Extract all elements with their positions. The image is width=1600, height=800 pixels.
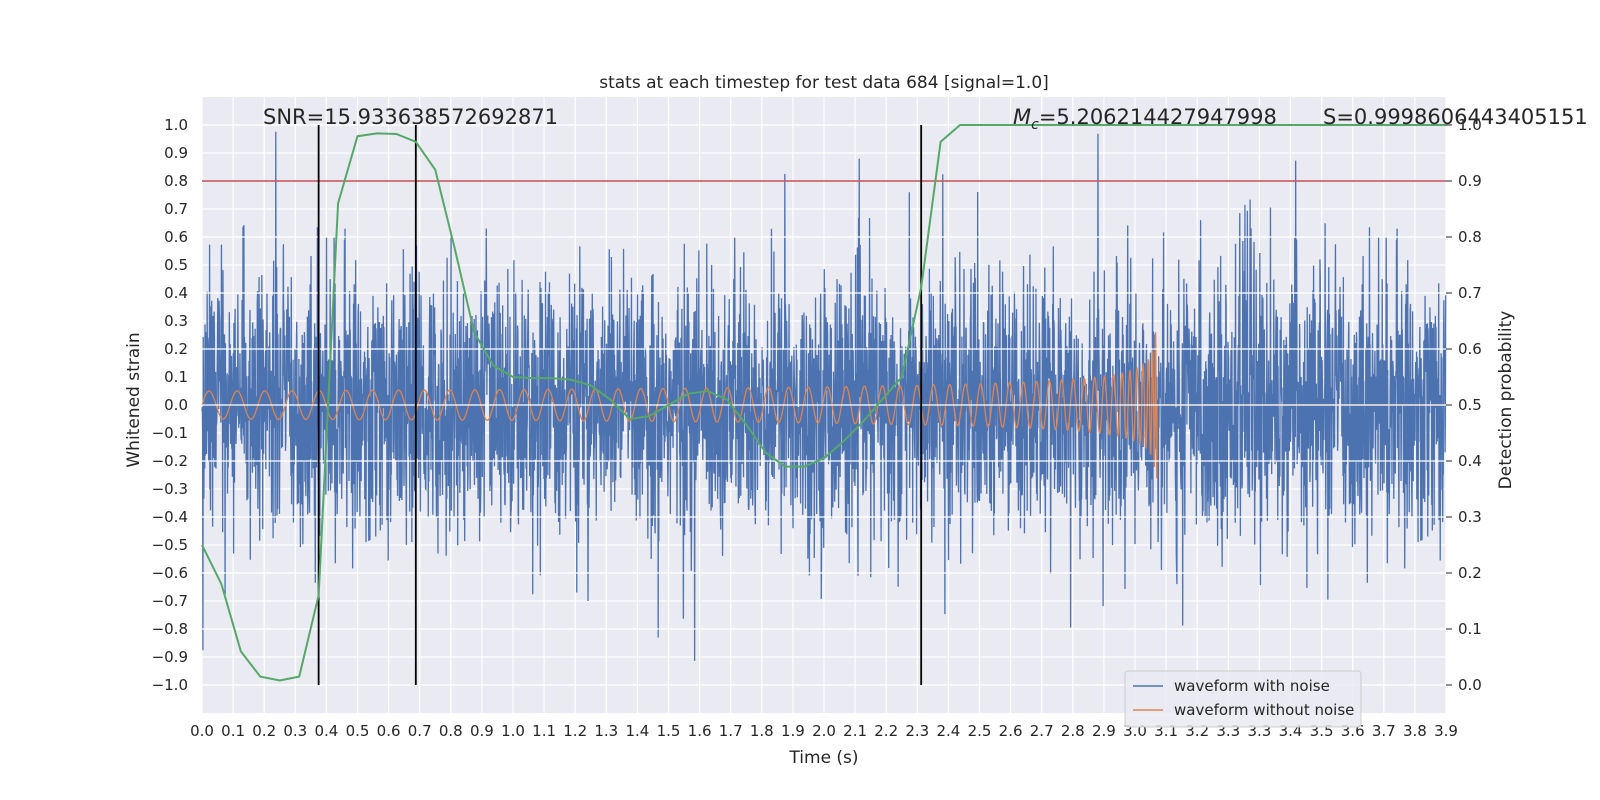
x-tick-label: 2.0 [812,722,836,740]
x-tick-label: 0.2 [252,722,276,740]
x-tick-label: 3.9 [1434,722,1458,740]
x-tick-label: 2.9 [1092,722,1116,740]
x-tick-label: 1.8 [750,722,774,740]
y-tick-label: 0.1 [164,368,188,386]
x-axis-label: Time (s) [788,748,858,768]
x-tick-label: 0.4 [314,722,338,740]
right-axis-label: Detection probability [1496,311,1516,490]
x-tick-label: 2.5 [968,722,992,740]
y-tick-label: 0.9 [164,144,188,162]
legend: waveform with noise waveform without noi… [1124,670,1362,728]
right-tick-label: 1.0 [1458,116,1482,134]
x-tick-label: 1.7 [719,722,743,740]
y-tick-label: −0.5 [152,536,188,554]
x-tick-label: 1.2 [563,722,587,740]
y-tick-label: 0.3 [164,312,188,330]
x-tick-label: 0.5 [346,722,370,740]
x-tick-label: 1.9 [781,722,805,740]
x-tick-label: 1.3 [594,722,618,740]
right-tick-label: 0.2 [1458,564,1482,582]
right-tick-label: 0.9 [1458,172,1482,190]
x-tick-label: 0.8 [439,722,463,740]
x-tick-label: 2.2 [874,722,898,740]
legend-entry-clean: waveform without noise [1174,701,1354,719]
right-tick-label: 0.3 [1458,508,1482,526]
y-tick-label: −0.7 [152,592,188,610]
legend-frame [1124,670,1362,728]
x-tick-label: 0.6 [377,722,401,740]
y-axis-ticks: 1.0 0.9 0.8 0.7 0.6 0.5 0.4 0.3 0.2 0.1 0.0 −0.1 −0.… [152,116,188,694]
y-axis-label: Whitened strain [124,332,144,467]
right-tick-label: 0.8 [1458,228,1482,246]
y-tick-label: 0.8 [164,172,188,190]
chart-title: stats at each timestep for test data 684… [599,73,1049,93]
y-tick-label: 1.0 [164,116,188,134]
x-tick-label: 1.0 [501,722,525,740]
right-tick-label: 0.1 [1458,620,1482,638]
right-axis-ticks: 1.0 0.9 0.8 0.7 0.6 0.5 0.4 0.3 0.2 0.1 0.0 [1446,116,1482,694]
series-noisy-waveform [201,131,1447,661]
snr-annotation: SNR=15.933638572692871 [263,105,558,129]
x-tick-label: 1.1 [532,722,556,740]
x-tick-label: 0.1 [221,722,245,740]
y-tick-label: −0.6 [152,564,188,582]
y-tick-label: −0.3 [152,480,188,498]
legend-entry-noise: waveform with noise [1174,677,1330,695]
x-tick-label: 0.7 [408,722,432,740]
y-tick-label: 0.4 [164,284,188,302]
x-tick-label: 1.6 [688,722,712,740]
right-tick-label: 0.6 [1458,340,1482,358]
x-tick-label: 2.7 [1030,722,1054,740]
x-tick-label: 1.5 [657,722,681,740]
x-tick-label: 2.8 [1061,722,1085,740]
y-tick-label: −0.4 [152,508,188,526]
x-tick-label: 3.8 [1403,722,1427,740]
y-tick-label: −0.9 [152,648,188,666]
y-tick-label: −0.1 [152,424,188,442]
x-tick-label: 2.6 [999,722,1023,740]
y-tick-label: 0.5 [164,256,188,274]
x-tick-label: 1.4 [625,722,649,740]
chirp-mass-subscript: c [1031,117,1039,133]
x-tick-label: 3.7 [1372,722,1396,740]
plot-content [201,124,1447,686]
chirp-mass-symbol: M [1013,105,1031,129]
x-tick-label: 2.1 [843,722,867,740]
chirp-mass-value: =5.206214427947998 [1039,105,1277,129]
y-tick-label: −0.8 [152,620,188,638]
right-tick-label: 0.4 [1458,452,1482,470]
x-tick-label: 0.9 [470,722,494,740]
y-tick-label: 0.7 [164,200,188,218]
right-tick-label: 0.0 [1458,676,1482,694]
s-annotation: S=0.9998606443405151 [1323,105,1588,129]
y-tick-label: 0.6 [164,228,188,246]
series-detection-probability [201,124,1446,682]
chirp-mass-annotation: Mc=5.206214427947998 [1013,105,1277,133]
x-tick-label: 2.3 [905,722,929,740]
y-tick-label: 0.2 [164,340,188,358]
x-tick-label: 0.3 [283,722,307,740]
y-tick-label: −0.2 [152,452,188,470]
y-tick-label: 0.0 [164,396,188,414]
x-tick-label: 0.0 [190,722,214,740]
right-tick-label: 0.5 [1458,396,1482,414]
y-tick-label: −1.0 [152,676,188,694]
x-tick-label: 2.4 [936,722,960,740]
right-tick-label: 0.7 [1458,284,1482,302]
